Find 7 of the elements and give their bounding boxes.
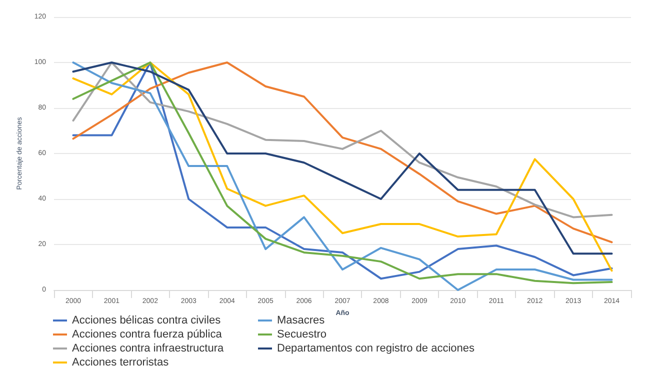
legend-label: Acciones contra infraestructura [72,342,225,354]
legend-label: Acciones terroristas [72,356,170,368]
legend-label: Acciones contra fuerza pública [72,328,223,340]
legend-label: Acciones bélicas contra civiles [72,314,222,326]
legend-label: Departamentos con registro de acciones [277,342,475,354]
legend-label: Secuestro [277,328,327,340]
legend-label: Masacres [277,314,326,326]
